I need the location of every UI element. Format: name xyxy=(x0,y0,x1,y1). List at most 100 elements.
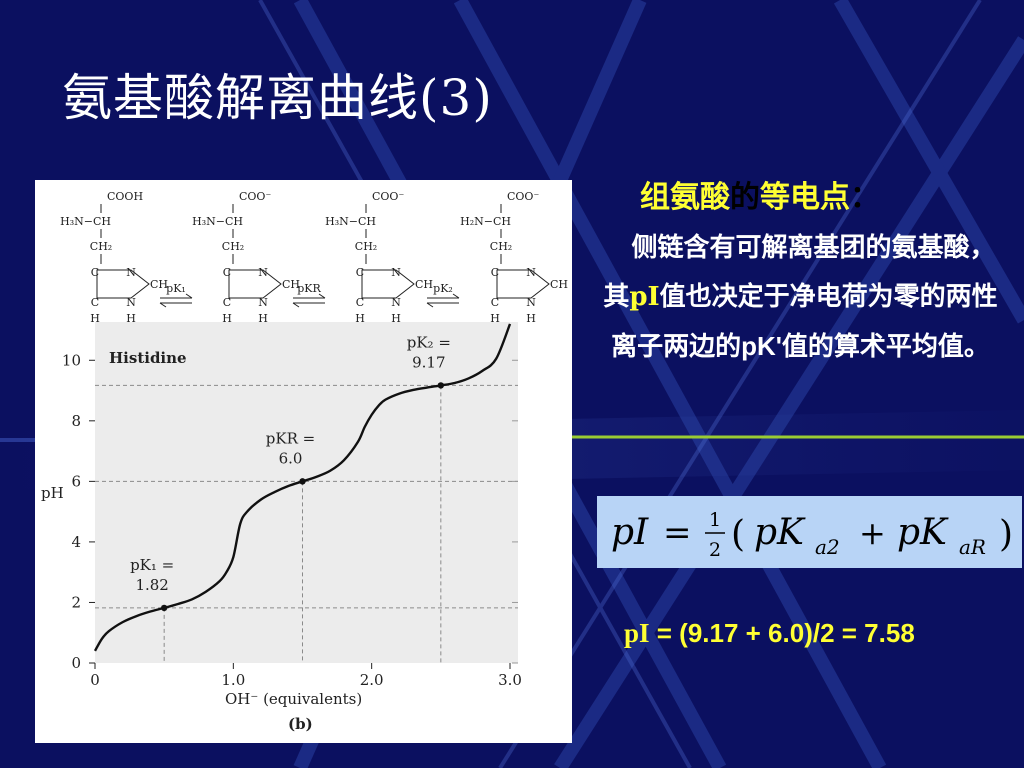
ring-atom: H xyxy=(391,312,401,325)
heading-colon: ： xyxy=(850,180,880,215)
amine-group: H₃N−CH xyxy=(60,215,111,228)
pi-term: pI xyxy=(629,282,660,312)
ring-atom: C xyxy=(91,296,99,309)
ring-atom: N xyxy=(391,266,401,279)
explanation-line2: 值也决定于净电荷为零的两性离子两边的 xyxy=(611,282,998,362)
pk-term: pK' xyxy=(741,331,782,361)
carboxyl-group: COOH xyxy=(107,190,143,203)
ring-atom: N xyxy=(258,266,268,279)
carboxyl-group: COO⁻ xyxy=(507,190,539,203)
formula-close-paren: ) xyxy=(999,514,1013,555)
formula-term2: pK xyxy=(897,512,949,553)
ring-atom: N xyxy=(526,296,536,309)
result-pi: pI xyxy=(624,618,650,648)
arrow-label: pK₁ xyxy=(166,282,186,295)
formula-plus: + xyxy=(859,514,886,552)
ch2-group: CH₂ xyxy=(490,240,512,253)
pk-point xyxy=(160,604,168,612)
slide-title: 氨基酸解离曲线(3) xyxy=(62,69,493,127)
ring-atom: C xyxy=(223,296,231,309)
ring-atom: C xyxy=(356,266,364,279)
pk-point xyxy=(299,478,306,485)
arrow-label: pKR xyxy=(297,282,321,295)
axes: 0 2 4 6 8 10 0 1.0 2.0 3.0 xyxy=(62,351,522,689)
ch2-group: CH₂ xyxy=(90,240,112,253)
amine-group: H₃N−CH xyxy=(192,215,243,228)
imidazole-ring xyxy=(496,269,550,299)
x-tick-label: 3.0 xyxy=(498,671,522,689)
x-axis-label: OH⁻ (equivalents) xyxy=(225,690,362,708)
result-expression: = (9.17 + 6.0)/2 = 7.58 xyxy=(649,618,915,648)
imidazole-ring xyxy=(361,269,415,299)
ring-atom: N xyxy=(126,296,136,309)
arrow-label: pK₂ xyxy=(433,282,453,295)
formula-equals: = xyxy=(663,513,692,553)
carboxyl-group: COO⁻ xyxy=(372,190,404,203)
ring-atom: H xyxy=(222,312,232,325)
ring-atom: CH xyxy=(282,278,300,291)
ring-atom: H xyxy=(258,312,268,325)
ch2-group: CH₂ xyxy=(222,240,244,253)
ring-atom: C xyxy=(356,296,364,309)
ring-atom: CH xyxy=(150,278,168,291)
histidine-figure: COOH H₃N−CH CH₂ C N CH N C H H COO⁻ H₃N−CH CH₂ C N CH N C… xyxy=(35,180,572,743)
pk-label-name: pKR = xyxy=(266,429,315,447)
ch2-group: CH₂ xyxy=(355,240,377,253)
ring-atom: H xyxy=(126,312,136,325)
heading-of: 的 xyxy=(730,180,760,215)
ring-atom: C xyxy=(491,266,499,279)
amine-group: H₂N−CH xyxy=(460,215,511,228)
side-heading: 组氨酸的等电点： xyxy=(640,172,880,216)
formula-sub2: aR xyxy=(959,535,986,559)
isoelectric-formula: pI = 1 2 ( pK a2 + pK aR ) xyxy=(611,509,1013,561)
ring-atom: H xyxy=(526,312,536,325)
figure-caption: (b) xyxy=(288,715,313,733)
plot-area xyxy=(95,322,518,663)
arrowhead xyxy=(426,302,434,308)
formula-numerator: 1 xyxy=(709,509,721,531)
heading-isoelectric-point: 等电点 xyxy=(760,180,850,215)
x-tick-label: 2.0 xyxy=(360,671,384,689)
ring-atom: N xyxy=(391,296,401,309)
explanation-line3: 值的算术平均值。 xyxy=(781,332,990,362)
y-tick-label: 4 xyxy=(71,533,81,551)
ring-atom: C xyxy=(223,266,231,279)
ring-atom: CH xyxy=(550,278,568,291)
carboxyl-group: COO⁻ xyxy=(239,190,271,203)
ring-atom: N xyxy=(126,266,136,279)
ring-atom: C xyxy=(91,266,99,279)
y-tick-label: 0 xyxy=(71,654,81,672)
x-tick-label: 1.0 xyxy=(221,671,245,689)
formula-sub1: a2 xyxy=(815,535,840,559)
x-tick-label: 0 xyxy=(90,671,100,689)
pk-label-name: pK₁ = xyxy=(130,556,174,574)
ring-atom: CH xyxy=(415,278,433,291)
arrowhead xyxy=(318,293,326,299)
arrowhead xyxy=(185,293,193,299)
side-explanation: 侧链含有可解离基团的氨基酸，其pI值也决定于净电荷为零的两性离子两边的pK'值的… xyxy=(598,224,1003,372)
y-tick-label: 10 xyxy=(62,351,81,369)
ring-atom: H xyxy=(355,312,365,325)
y-axis-label: pH xyxy=(41,484,64,502)
result-calculation: pI = (9.17 + 6.0)/2 = 7.58 xyxy=(624,618,915,649)
ring-atom: N xyxy=(526,266,536,279)
formula-denominator: 2 xyxy=(709,539,721,561)
ring-atom: C xyxy=(491,296,499,309)
formula-lhs: pI xyxy=(611,512,649,553)
imidazole-ring xyxy=(228,269,282,299)
explanation-line1: 侧链含有可解离基团的氨基酸，其 xyxy=(603,233,996,312)
pk-label-value: 6.0 xyxy=(279,449,303,467)
y-tick-label: 2 xyxy=(71,593,81,611)
arrowhead xyxy=(452,293,460,299)
amine-group: H₃N−CH xyxy=(325,215,376,228)
ring-atom: H xyxy=(490,312,500,325)
formula-open-paren: ( xyxy=(731,514,745,555)
imidazole-ring xyxy=(96,269,150,299)
ring-atom: N xyxy=(258,296,268,309)
pk-label-value: 9.17 xyxy=(412,353,445,371)
arrowhead xyxy=(292,302,300,308)
arrowhead xyxy=(159,302,167,308)
y-tick-label: 8 xyxy=(71,412,81,430)
